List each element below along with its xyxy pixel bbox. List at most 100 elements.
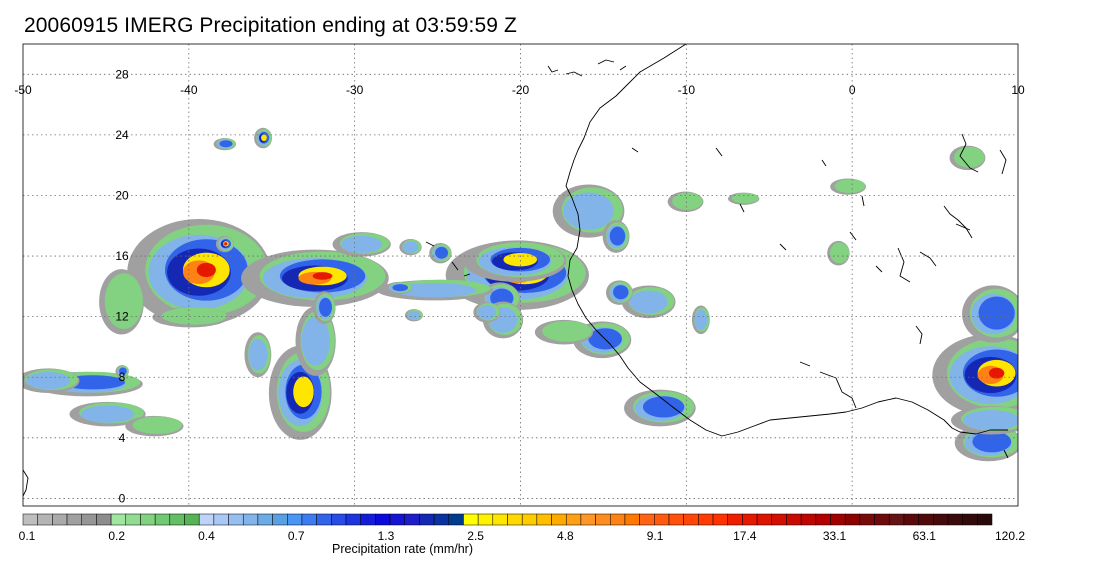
coastline-fragment (779, 243, 787, 251)
rain-contour (402, 241, 419, 253)
colorbar-box (962, 513, 978, 526)
colorbar-box (345, 513, 361, 526)
colorbar-box (756, 513, 773, 526)
rain-cell (827, 240, 850, 266)
lat-label: 20 (115, 188, 129, 202)
coastline (23, 44, 1009, 497)
rain-contour (293, 376, 314, 408)
coastline-fragment (1003, 449, 1009, 459)
rain-cell (830, 178, 866, 195)
rain-cell (127, 219, 271, 326)
colorbar-box (110, 513, 127, 526)
rain-contour (248, 338, 268, 371)
rain-contour (503, 253, 538, 267)
coastline-fragment (715, 147, 723, 157)
colorbar-box (698, 513, 714, 526)
colorbar-box (154, 513, 171, 526)
coastline-fragment (565, 71, 583, 77)
colorbar-box (448, 513, 464, 526)
rain-cell (69, 401, 146, 427)
rain-contour (563, 192, 614, 230)
colorbar-tick-label: 2.5 (467, 529, 484, 543)
colorbar-box (22, 513, 38, 526)
rain-cell (115, 365, 129, 378)
colorbar-box (595, 513, 611, 526)
colorbar-tick-label: 4.8 (557, 529, 574, 543)
colorbar-box (272, 513, 288, 526)
coastline-fragment (821, 159, 827, 167)
rain-cell (125, 415, 184, 437)
rain-cell (605, 280, 633, 305)
colorbar-box (213, 513, 229, 526)
colorbar-box (433, 513, 450, 526)
colorbar-box (507, 513, 523, 526)
rain-cell (602, 220, 630, 253)
colorbar-tick-label: 33.1 (823, 529, 847, 543)
coastline-fragment (875, 265, 883, 273)
coastline-fragment (919, 251, 937, 267)
rain-cell (962, 285, 1018, 343)
rain-contour (407, 310, 421, 320)
rain-cell (534, 319, 594, 345)
rain-cell (332, 232, 391, 257)
colorbar-box (257, 513, 273, 526)
rain-contour (477, 305, 497, 320)
rain-contour (261, 134, 267, 142)
coastline-fragment (819, 371, 857, 409)
colorbar-box (933, 513, 949, 526)
colorbar-tick-label: 17.4 (733, 529, 757, 543)
coastline-fragment (861, 195, 865, 207)
colorbar-tick-label: 0.7 (288, 529, 305, 543)
rain-contour (132, 416, 183, 434)
coastline-fragment (739, 203, 745, 213)
rain-cell (295, 306, 336, 376)
colorbar-box (654, 513, 670, 526)
coastline-fragment (959, 133, 979, 173)
rain-contour (392, 284, 408, 292)
colorbar-boxes (22, 513, 993, 526)
coastline-fragment (451, 261, 459, 271)
lat-label: 28 (115, 67, 129, 81)
rain-cell (313, 291, 336, 325)
rain-cell (932, 334, 1018, 416)
colorbar-box (198, 513, 215, 526)
rain-contour (319, 297, 332, 317)
lon-label: -10 (678, 83, 696, 97)
lat-label: 16 (115, 249, 129, 263)
colorbar-box (463, 513, 479, 526)
colorbar-box (742, 513, 758, 526)
lon-label: -20 (512, 83, 530, 97)
rain-cell (254, 127, 273, 149)
colorbar-box (771, 513, 787, 526)
coastline-fragment (619, 65, 627, 71)
rain-cell (429, 242, 452, 264)
rain-contour (642, 396, 685, 418)
rain-cell (213, 137, 237, 151)
rain-cell (99, 269, 144, 335)
rain-contour (196, 262, 216, 278)
rain-cell (152, 306, 229, 328)
rain-contour (830, 242, 850, 264)
colorbar-tick-labels: 0.1 0.2 0.4 0.7 1.3 2.5 4.8 9.1 17.4 33.1 63.1 120.… (19, 529, 1026, 543)
colorbar-box (81, 513, 97, 526)
rain-contour (988, 367, 1005, 379)
rain-cell (399, 238, 422, 256)
coastline-fragment (999, 149, 1007, 175)
colorbar-box (389, 513, 405, 526)
rain-contour (312, 272, 333, 280)
coastline-fragment (425, 241, 435, 247)
coastline-fragment (463, 273, 471, 277)
rain-cell (385, 281, 413, 295)
coastline-fragment (547, 65, 559, 73)
coastline-west-africa (565, 44, 1008, 437)
colorbar-box (52, 513, 68, 526)
rain-contour (219, 140, 233, 148)
rain-contour (26, 372, 71, 390)
coastline-fragment (23, 469, 29, 497)
colorbar-tick-label: 0.1 (19, 529, 36, 543)
rain-cell (241, 249, 389, 307)
rain-cell (268, 345, 332, 440)
colorbar-box (360, 513, 376, 526)
